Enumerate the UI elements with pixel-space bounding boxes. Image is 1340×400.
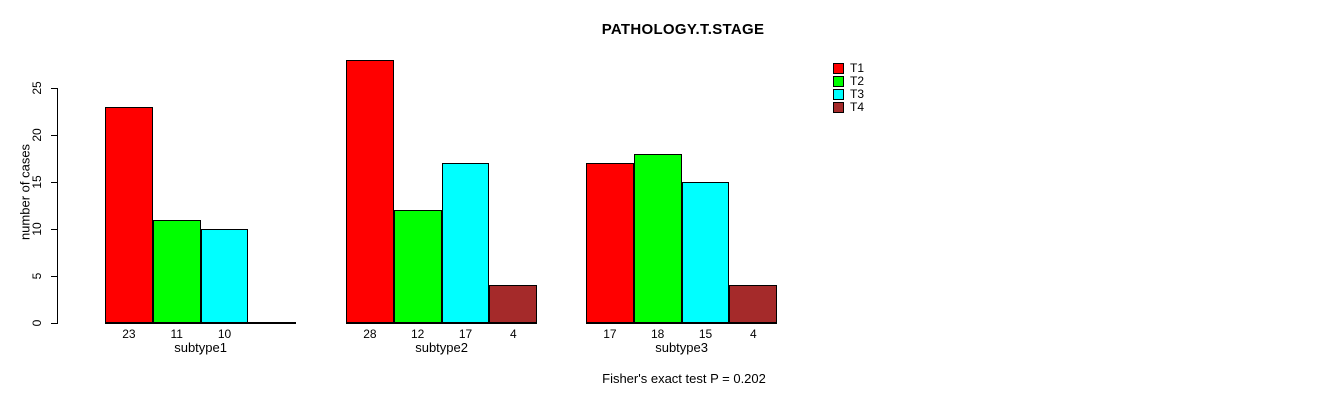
bar xyxy=(681,182,730,323)
legend-label: T3 xyxy=(850,87,865,101)
bar-value-label: 15 xyxy=(698,327,713,341)
group-label: subtype2 xyxy=(415,340,468,355)
bar-value-label: 23 xyxy=(122,327,136,341)
bar xyxy=(489,285,538,323)
y-tick xyxy=(51,323,57,324)
group-baseline xyxy=(346,322,538,324)
legend-row: T2 xyxy=(833,75,864,88)
legend-swatch xyxy=(833,89,844,100)
bar-value-label: 17 xyxy=(603,327,617,341)
y-tick-label-text: 15 xyxy=(30,175,44,189)
legend-swatch xyxy=(833,63,844,74)
bar-value-label: 11 xyxy=(170,327,183,341)
bar xyxy=(200,229,249,323)
group-baseline xyxy=(105,322,297,324)
group-baseline xyxy=(586,322,778,324)
bar xyxy=(393,210,442,323)
y-axis-line xyxy=(57,88,58,324)
bar xyxy=(346,60,394,323)
legend-row: T3 xyxy=(833,88,864,101)
bar-value-label: 12 xyxy=(411,327,425,341)
y-tick xyxy=(51,229,57,231)
legend: T1 T2 T3 T4 xyxy=(833,62,864,114)
bar xyxy=(152,219,201,323)
y-tick xyxy=(51,182,57,184)
bar xyxy=(441,163,490,323)
bar-value-label: 10 xyxy=(217,327,232,341)
y-tick xyxy=(51,88,57,90)
y-tick xyxy=(51,276,57,278)
legend-row: T4 xyxy=(833,101,864,114)
legend-label: T2 xyxy=(850,74,865,88)
legend-row: T1 xyxy=(833,62,864,75)
group-label: subtype1 xyxy=(174,340,227,355)
legend-swatch xyxy=(833,76,844,87)
bar-value-label: 18 xyxy=(651,327,665,341)
bar-value-label: 4 xyxy=(509,327,517,341)
bar xyxy=(586,163,634,323)
group-label: subtype3 xyxy=(655,340,708,355)
legend-label: T4 xyxy=(850,100,865,114)
bar xyxy=(105,107,153,323)
bar-value-label: 17 xyxy=(458,327,473,341)
legend-label: T1 xyxy=(850,61,865,75)
y-tick-label-text: 0 xyxy=(30,319,44,327)
y-tick-label-text: 20 xyxy=(30,128,44,142)
chart-title: PATHOLOGY.T.STAGE xyxy=(601,21,765,38)
legend-swatch xyxy=(833,102,844,113)
bar-value-label: 28 xyxy=(363,327,377,341)
y-tick xyxy=(51,135,57,137)
y-tick-label-text: 10 xyxy=(30,222,44,236)
bar-value-label: 4 xyxy=(749,327,757,341)
bar xyxy=(729,285,778,323)
fisher-test-annotation: Fisher's exact test P = 0.202 xyxy=(602,371,766,386)
y-tick-label-text: 25 xyxy=(30,81,44,95)
bar xyxy=(633,153,682,323)
y-tick-label-text: 5 xyxy=(30,272,44,280)
